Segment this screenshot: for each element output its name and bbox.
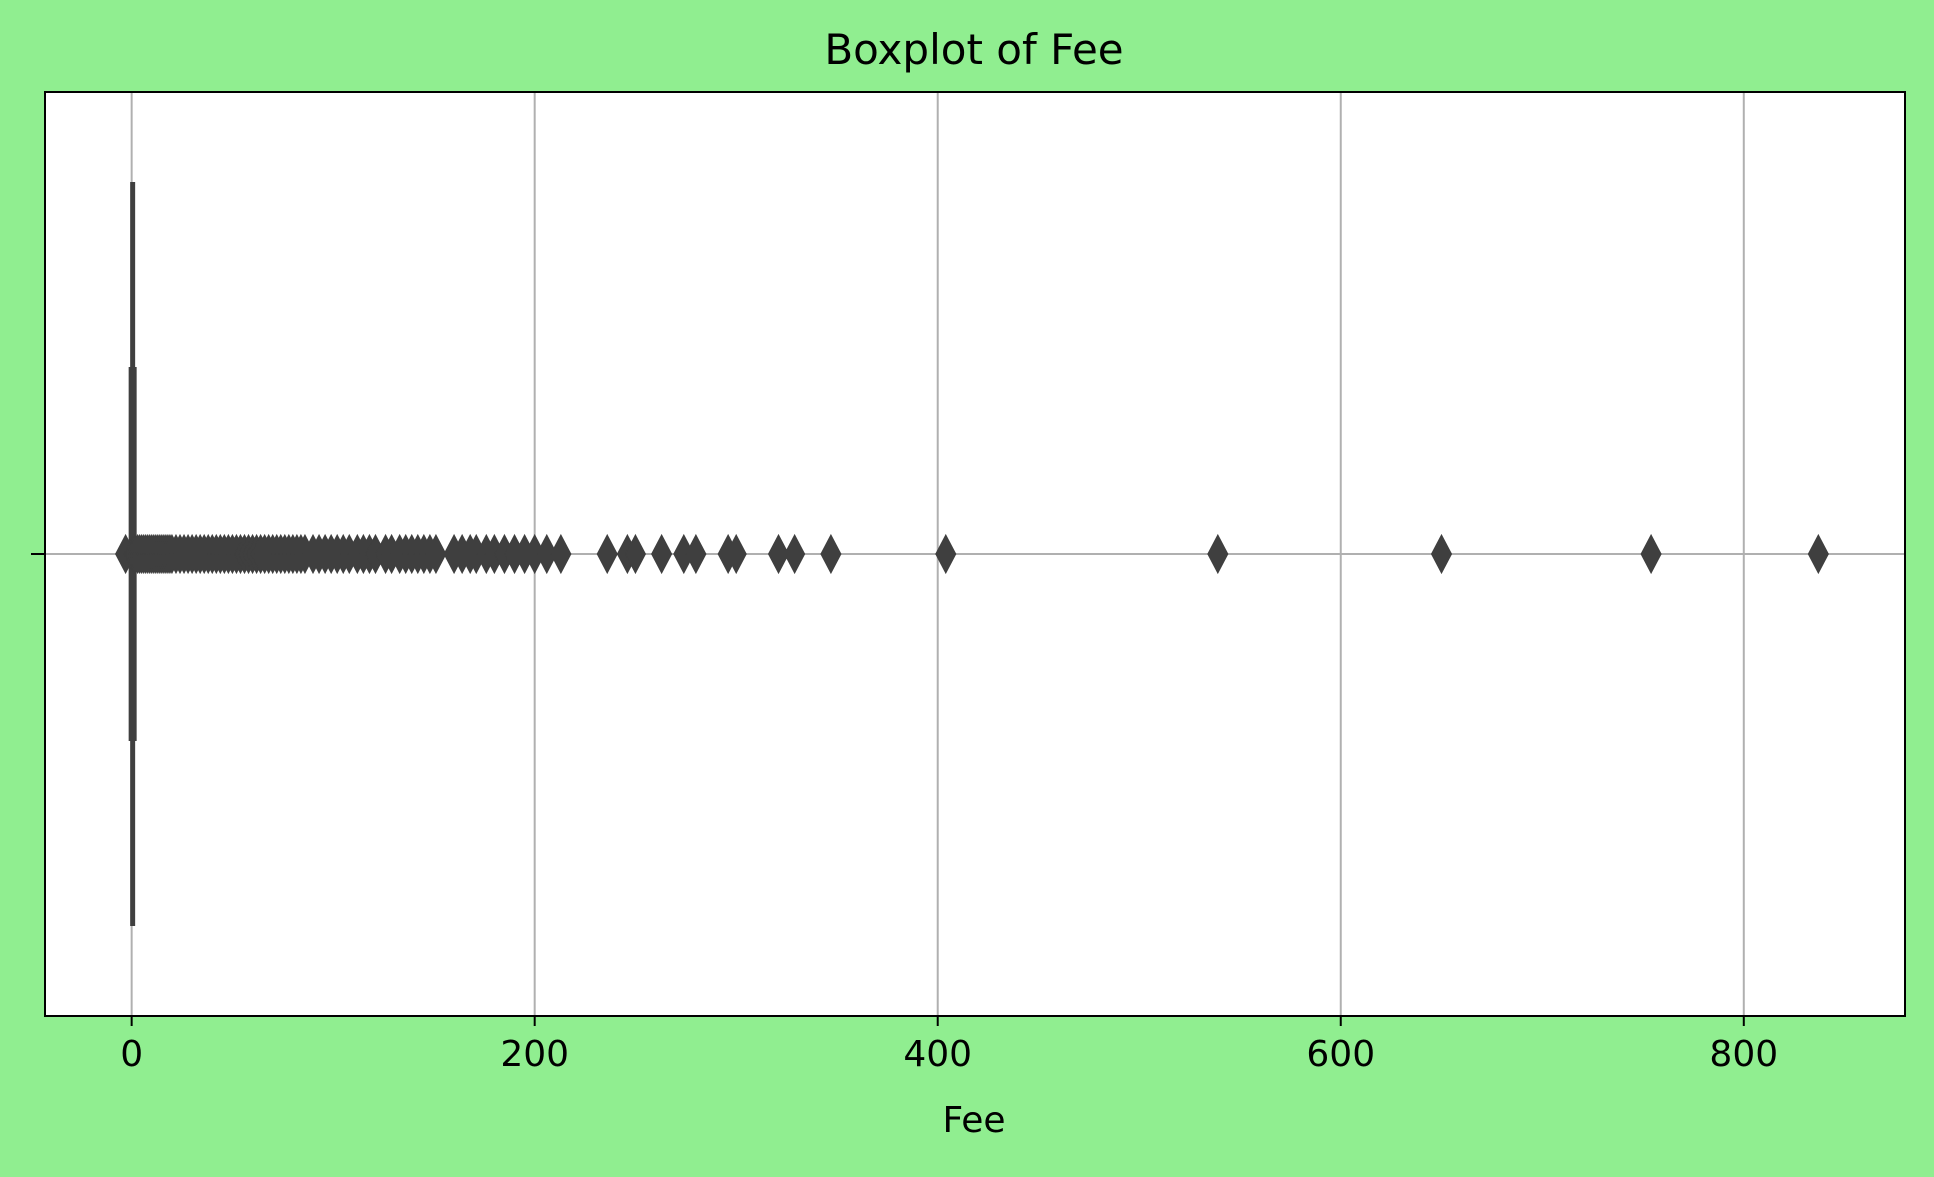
axis-ticks: 0 200 400 600 800 [31,553,1778,1075]
outlier-point-100 [1640,533,1662,575]
outlier-point-91 [685,533,707,575]
x-tick-label-2: 400 [903,1034,972,1075]
chart-title: Boxplot of Fee [824,25,1123,74]
outlier-point-85 [550,533,572,575]
x-tick-label-1: 200 [500,1034,569,1075]
outlier-point-101 [1807,533,1829,575]
outlier-point-73 [425,533,447,575]
x-tick-label-3: 600 [1306,1034,1375,1075]
outlier-point-95 [784,533,806,575]
outlier-point-98 [1207,533,1229,575]
x-axis-label: Fee [942,1100,1005,1141]
outlier-point-96 [820,533,842,575]
outlier-point-99 [1430,533,1453,575]
outlier-point-88 [624,533,647,575]
x-tick-label-0: 0 [120,1034,143,1075]
outlier-point-86 [596,533,618,575]
outlier-point-94 [767,533,790,575]
outlier-point-89 [651,533,673,575]
x-tick-label-4: 800 [1709,1034,1778,1075]
outlier-point-97 [935,533,957,575]
outlier-point-93 [725,533,747,575]
outlier-layer [115,533,1829,575]
outlier-point-84 [536,533,558,575]
